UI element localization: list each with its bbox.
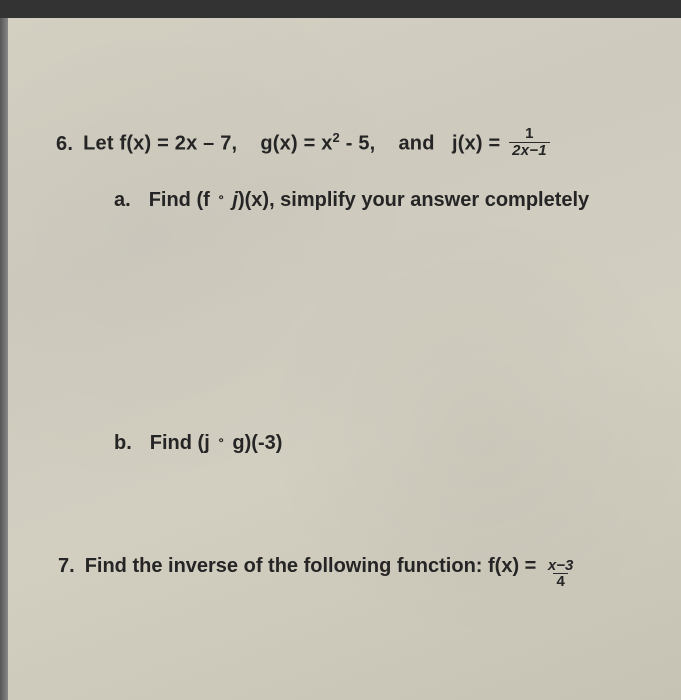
- problem-7-text: Find the inverse of the following functi…: [85, 555, 537, 578]
- page-edge-left: [0, 18, 8, 700]
- g-definition-tail: - 5,: [340, 133, 375, 155]
- intro-text: Let: [83, 133, 119, 155]
- compose-symbol-b: ∘: [217, 433, 225, 447]
- part-a-j: j: [227, 189, 238, 211]
- subpart-b: b. Find (j ∘ g)(-3): [114, 432, 641, 455]
- subpart-b-label: b.: [114, 432, 132, 455]
- problem-number-7: 7.: [58, 555, 75, 578]
- problem-7: 7. Find the inverse of the following fun…: [58, 555, 641, 593]
- p7-fraction-numerator: x−3: [545, 558, 576, 574]
- problem-6: 6. Let f(x) = 2x – 7, g(x) = x2 - 5, and…: [56, 128, 641, 455]
- part-a-after: )(x), simplify your answer completely: [238, 189, 589, 211]
- j-fraction-denominator: 2x−1: [509, 142, 550, 159]
- p7-fraction: x−3 4: [545, 558, 576, 591]
- g-exponent: 2: [333, 130, 340, 145]
- problem-number-6: 6.: [56, 133, 73, 156]
- subpart-a: a. Find (f ∘ j)(x), simplify your answer…: [114, 189, 641, 212]
- subpart-b-text: Find (j ∘ g)(-3): [150, 432, 283, 455]
- problem-6-statement: 6. Let f(x) = 2x – 7, g(x) = x2 - 5, and…: [56, 128, 641, 161]
- subpart-a-text: Find (f ∘ j)(x), simplify your answer co…: [149, 189, 590, 212]
- g-definition-base: g(x) = x: [260, 133, 332, 155]
- part-b-mid: g)(-3): [227, 432, 283, 454]
- f-definition: f(x) = 2x – 7,: [119, 133, 237, 155]
- subpart-a-label: a.: [114, 189, 131, 212]
- problem-6-text: Let f(x) = 2x – 7, g(x) = x2 - 5, and j(…: [83, 128, 553, 161]
- page-edge-top: [0, 0, 681, 18]
- paper-surface: 6. Let f(x) = 2x – 7, g(x) = x2 - 5, and…: [8, 18, 681, 700]
- j-fraction: 1 2x−1: [509, 126, 550, 159]
- conjunction-and: and: [398, 133, 434, 155]
- p7-fraction-denominator: 4: [553, 573, 567, 590]
- j-fraction-numerator: 1: [522, 126, 537, 142]
- part-b-prefix: Find (j: [150, 432, 216, 454]
- part-a-prefix: Find (f: [149, 189, 216, 211]
- j-definition: j(x) =: [452, 133, 500, 155]
- compose-symbol-a: ∘: [217, 190, 225, 204]
- document-content: 6. Let f(x) = 2x – 7, g(x) = x2 - 5, and…: [8, 18, 681, 622]
